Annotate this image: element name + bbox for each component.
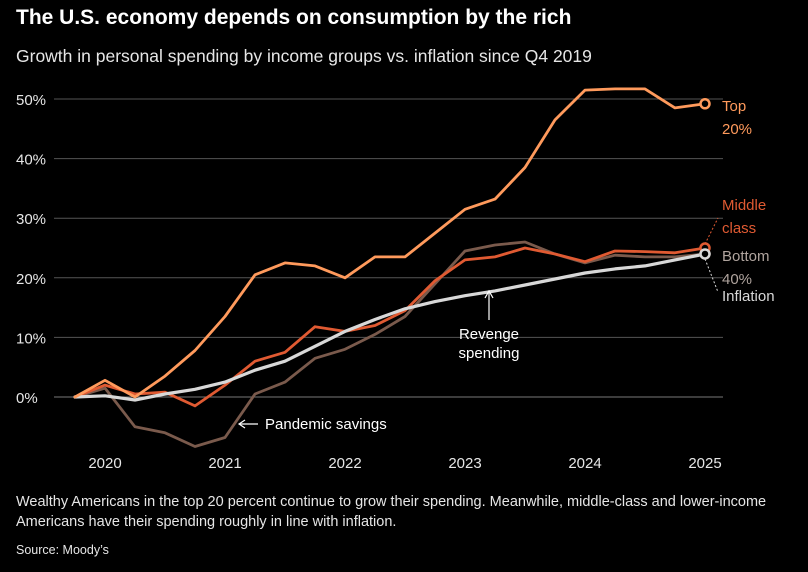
revenge-spending-label: Revenge spending (459, 326, 520, 362)
leader-inflation (704, 258, 719, 293)
x-tick-label: 2023 (448, 455, 481, 472)
chart-title: The U.S. economy depends on consumption … (16, 6, 572, 29)
chart-source: Source: Moody’s (16, 543, 109, 557)
line-chart: 0% 10% 20% 30% 40% 50% 2020 2021 2022 2023 2024 202… (16, 87, 775, 472)
x-tick-label: 2022 (328, 455, 361, 472)
chart-subtitle: Growth in personal spending by income gr… (16, 46, 592, 66)
pandemic-savings-label: Pandemic savings (265, 416, 387, 433)
x-tick-label: 2020 (88, 455, 121, 472)
series-label-line: Bottom (722, 248, 770, 265)
series-labels: Bottom 40% Middle class Inflation Top 20% (704, 98, 775, 305)
series-label-middle: Middle class (722, 197, 766, 237)
annotation-line: Revenge (459, 326, 519, 343)
leader-middle (704, 217, 719, 245)
series-label-line: 40% (722, 271, 752, 288)
end-marker-inflation (699, 248, 711, 260)
series-label-line: 20% (722, 121, 752, 138)
series-label-line: Middle (722, 197, 766, 214)
series-label-line: class (722, 220, 756, 237)
y-tick-label: 0% (16, 390, 38, 407)
series-line-middle (73, 246, 707, 408)
annotation-line: spending (459, 345, 520, 362)
series-label-top20: Top 20% (722, 98, 752, 138)
y-tick-label: 10% (16, 330, 46, 347)
y-tick-label: 40% (16, 152, 46, 169)
end-marker-top20 (699, 98, 711, 110)
series-line-bottom (73, 240, 707, 448)
pandemic-arrow-head (237, 419, 246, 429)
x-tick-label: 2024 (568, 455, 601, 472)
series-label-line: Inflation (722, 288, 775, 305)
chart-footnote: Wealthy Americans in the top 20 percent … (16, 494, 767, 530)
y-tick-label: 50% (16, 92, 46, 109)
gridlines: 0% 10% 20% 30% 40% 50% 2020 2021 2022 2023 2024 202… (16, 92, 723, 472)
annotations: Revenge spending Pandemic savings (237, 289, 520, 433)
series-label-inflation: Inflation (722, 288, 775, 305)
series-lines (73, 87, 711, 448)
series-label-bottom: Bottom 40% (722, 248, 770, 288)
series-label-line: Top (722, 98, 746, 115)
x-tick-label: 2025 (688, 455, 721, 472)
y-tick-label: 20% (16, 271, 46, 288)
series-line-top20 (73, 87, 707, 399)
revenge-arrow-head (484, 289, 494, 299)
y-tick-label: 30% (16, 211, 46, 228)
x-tick-label: 2021 (208, 455, 241, 472)
series-line-inflation (73, 252, 707, 402)
